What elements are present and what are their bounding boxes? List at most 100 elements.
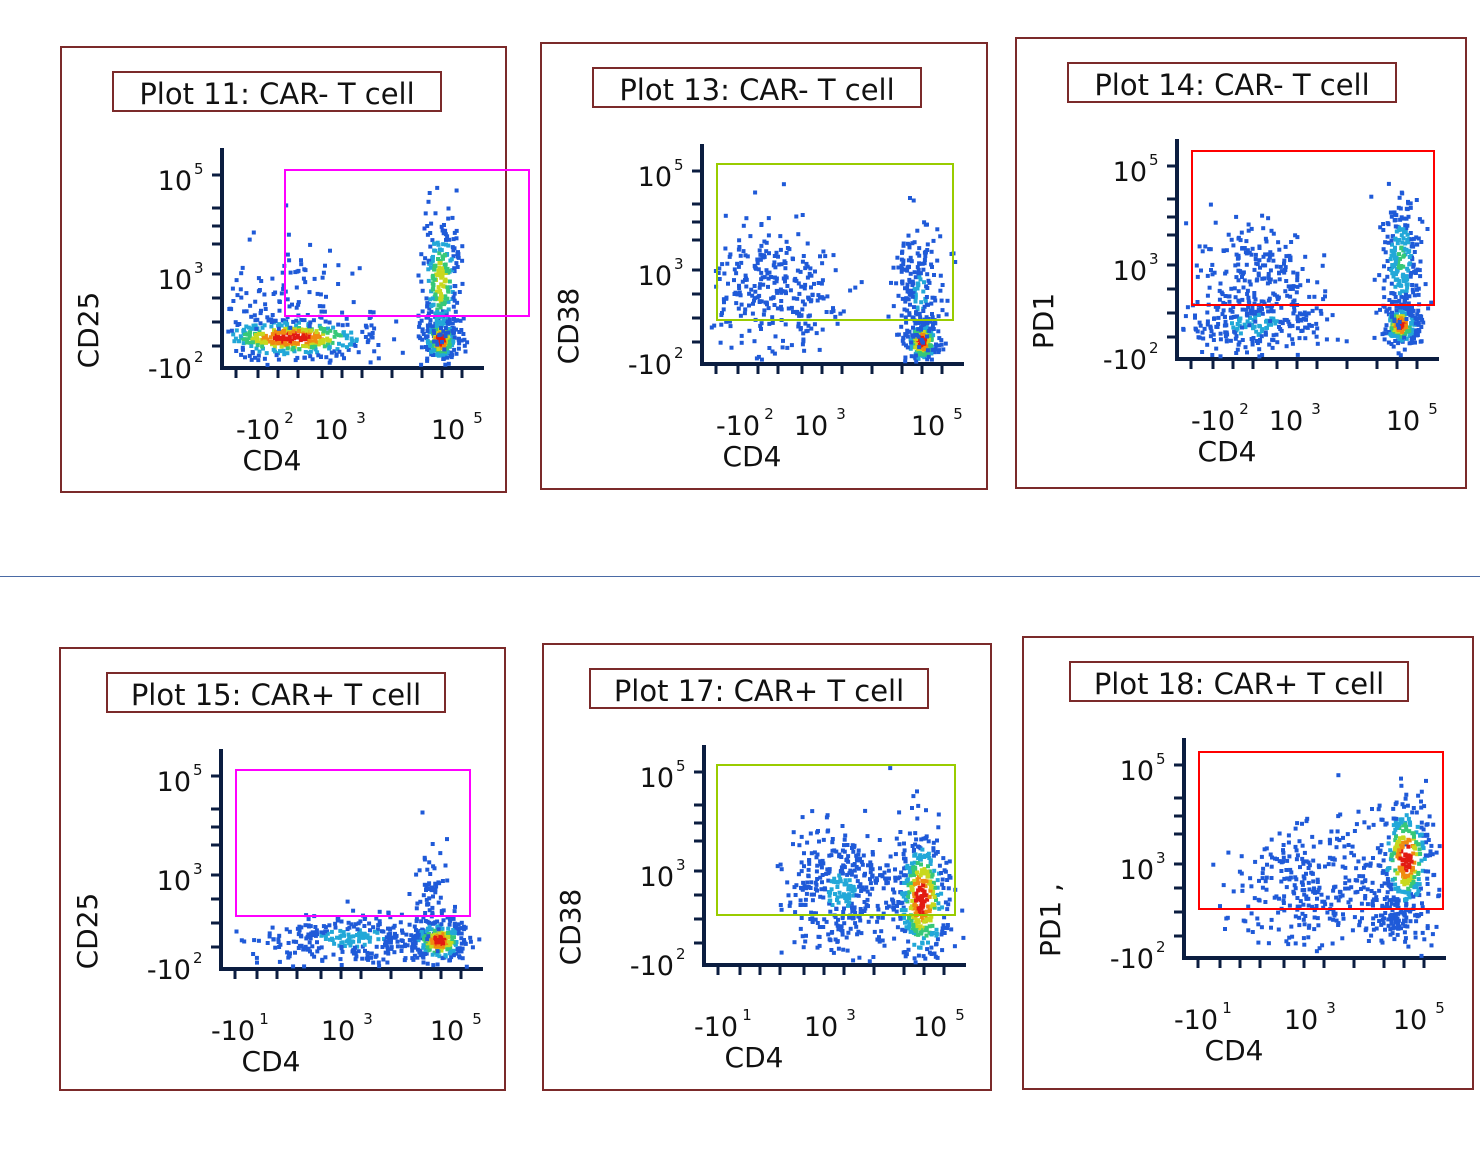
event-point: [1419, 805, 1424, 810]
event-point: [904, 952, 909, 957]
event-point: [292, 336, 297, 340]
event-point: [806, 295, 811, 300]
title-box: [592, 67, 922, 108]
event-point: [771, 295, 776, 300]
event-point: [421, 943, 426, 948]
event-point: [922, 892, 927, 897]
event-point: [442, 321, 447, 326]
event-point: [448, 285, 452, 290]
event-point: [932, 350, 937, 355]
event-point: [1411, 894, 1416, 899]
event-point: [357, 939, 361, 944]
event-point: [428, 265, 433, 270]
event-point: [755, 295, 760, 300]
event-point: [1260, 885, 1265, 890]
event-point: [858, 907, 863, 911]
event-point: [282, 352, 287, 357]
event-point: [944, 312, 949, 317]
event-point: [1261, 263, 1265, 268]
event-point: [424, 897, 429, 902]
event-point: [845, 872, 850, 877]
event-point: [258, 321, 263, 326]
event-point: [1391, 344, 1396, 349]
event-point: [1414, 919, 1419, 924]
event-point: [931, 853, 936, 858]
event-point: [827, 853, 832, 858]
event-point: [926, 917, 931, 922]
event-point: [806, 874, 811, 879]
event-point: [922, 347, 927, 352]
event-point: [418, 953, 423, 958]
plot-panel: Plot 15: CAR+ T cell CD25 CD4 10 5 10 3 -1…: [59, 647, 506, 1091]
event-point: [1319, 311, 1324, 316]
event-point: [934, 342, 938, 347]
event-point: [926, 940, 930, 945]
event-point: [1386, 923, 1391, 928]
event-point: [451, 940, 456, 945]
event-point: [436, 242, 441, 247]
event-point: [919, 837, 924, 842]
event-point: [319, 315, 324, 320]
event-point: [307, 940, 312, 945]
event-point: [1408, 909, 1413, 914]
event-point: [879, 929, 884, 934]
event-point: [943, 900, 948, 905]
event-point: [806, 867, 811, 872]
event-point: [1437, 887, 1442, 892]
event-point: [892, 890, 897, 895]
event-point: [399, 944, 404, 949]
event-point: [899, 269, 904, 274]
event-point: [918, 853, 923, 858]
event-point: [1404, 827, 1409, 832]
event-point: [1279, 269, 1284, 274]
event-point: [1405, 277, 1410, 282]
event-point: [448, 930, 453, 935]
event-point: [1407, 895, 1412, 900]
event-point: [1317, 885, 1322, 890]
event-point: [1265, 862, 1269, 867]
event-point: [1290, 323, 1295, 328]
event-point: [392, 337, 397, 342]
event-point: [1414, 885, 1419, 889]
event-point: [321, 270, 326, 275]
event-point: [1245, 319, 1250, 324]
event-point: [446, 931, 450, 935]
event-point: [1378, 225, 1383, 230]
event-point: [918, 271, 923, 276]
event-point: [784, 291, 788, 296]
event-point: [1413, 892, 1418, 897]
event-point: [1269, 876, 1274, 880]
event-point: [817, 347, 822, 352]
event-point: [1409, 892, 1413, 897]
event-point: [454, 188, 459, 193]
event-point: [1396, 328, 1401, 333]
plot-scatter: [212, 148, 484, 378]
event-point: [1406, 250, 1411, 255]
event-point: [247, 332, 252, 337]
event-point: [919, 343, 924, 348]
event-point: [1420, 317, 1425, 322]
x-tick: 10 3: [1284, 999, 1336, 1036]
x-tick: 10 3: [1269, 400, 1321, 437]
event-point: [1310, 308, 1315, 313]
event-point: [833, 937, 838, 942]
event-point: [429, 221, 434, 226]
event-point: [421, 960, 426, 965]
event-point: [1386, 330, 1391, 334]
event-point: [819, 887, 824, 892]
event-point: [1266, 941, 1271, 946]
event-point: [336, 322, 341, 327]
event-point: [1410, 255, 1414, 260]
event-point: [853, 285, 858, 290]
event-point: [307, 336, 312, 341]
event-point: [851, 849, 856, 854]
event-point: [239, 271, 244, 276]
event-point: [320, 275, 325, 280]
event-point: [440, 266, 444, 271]
event-point: [931, 840, 936, 845]
event-point: [1266, 216, 1271, 221]
event-point: [1406, 304, 1411, 309]
event-point: [905, 289, 910, 294]
event-point: [720, 262, 725, 267]
event-point: [1350, 928, 1355, 933]
